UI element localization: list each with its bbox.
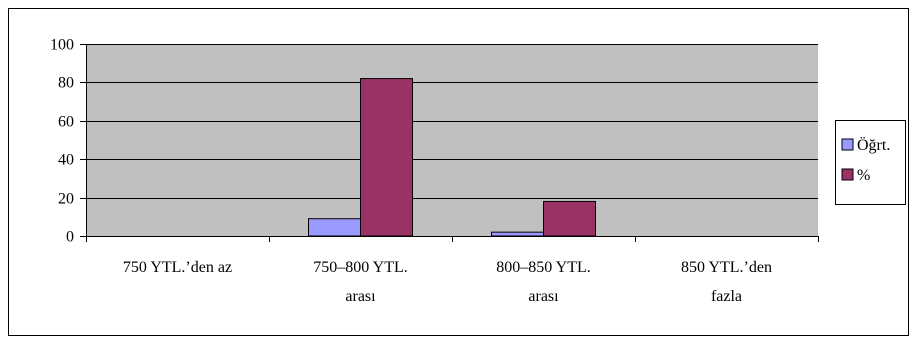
axis-labels: 0 20 40 60 80 100 750 YTL.’den az 750–800 YTL. a… bbox=[50, 37, 772, 306]
grid-lines bbox=[86, 44, 818, 199]
bar bbox=[360, 78, 413, 237]
plot-background bbox=[86, 44, 818, 236]
x-category-label: arası bbox=[345, 288, 376, 305]
bar bbox=[543, 200, 596, 237]
legend: Öğrt.% bbox=[835, 120, 906, 205]
x-category-label: 800–850 YTL. bbox=[496, 259, 591, 276]
y-tick-label: 100 bbox=[50, 37, 74, 54]
legend-box bbox=[835, 120, 906, 205]
x-category-label: fazla bbox=[711, 288, 742, 305]
legend-swatch bbox=[841, 168, 854, 181]
legend-swatch bbox=[841, 138, 854, 151]
x-category-label: 750–800 YTL. bbox=[313, 259, 408, 276]
y-tick-label: 20 bbox=[58, 191, 74, 208]
y-tick-label: 60 bbox=[58, 114, 74, 131]
x-category-label: arası bbox=[528, 288, 559, 305]
y-tick-label: 40 bbox=[58, 152, 74, 169]
bar bbox=[491, 231, 544, 237]
x-category-label: 850 YTL.’den bbox=[681, 259, 772, 276]
axes bbox=[80, 44, 819, 242]
legend-label: % bbox=[857, 167, 870, 184]
y-tick-label: 0 bbox=[66, 229, 74, 246]
bars bbox=[308, 78, 596, 237]
x-category-label: 750 YTL.’den az bbox=[123, 259, 232, 276]
y-tick-label: 80 bbox=[58, 75, 74, 92]
bar bbox=[308, 218, 361, 237]
legend-label: Öğrt. bbox=[857, 136, 890, 154]
